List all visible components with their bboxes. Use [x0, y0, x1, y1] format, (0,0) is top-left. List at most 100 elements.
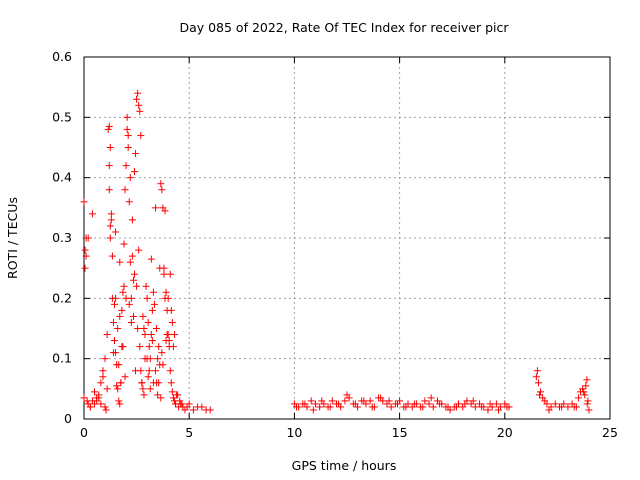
- data-point: [206, 406, 214, 414]
- data-point: [163, 331, 171, 339]
- data-point: [116, 400, 124, 408]
- data-point: [114, 325, 122, 332]
- data-point: [533, 367, 541, 375]
- data-point: [157, 180, 165, 188]
- data-point: [545, 406, 553, 414]
- data-point: [132, 150, 140, 158]
- data-point: [161, 207, 169, 215]
- data-point: [138, 379, 146, 387]
- data-point: [492, 400, 500, 408]
- data-point: [123, 113, 131, 121]
- data-point: [107, 216, 115, 224]
- data-point: [444, 403, 452, 411]
- data-point: [80, 394, 88, 402]
- data-point: [452, 403, 460, 411]
- data-point: [139, 312, 147, 320]
- data-point: [471, 403, 479, 411]
- data-point: [111, 337, 119, 345]
- data-point: [154, 355, 162, 363]
- data-point: [168, 388, 176, 396]
- data-point: [103, 331, 111, 339]
- data-point: [129, 276, 137, 284]
- data-point: [167, 306, 175, 314]
- data-point: [570, 403, 578, 411]
- axis-ticks: 0 5 10 15 20 25 0 0.1 0.2 0.3 0.4 0.5 0.6: [52, 49, 618, 440]
- y-axis-label: ROTI / TECUs: [5, 197, 20, 279]
- data-point: [135, 246, 143, 254]
- x-tick-label: 15: [392, 425, 408, 440]
- data-point: [139, 385, 147, 393]
- data-point: [343, 391, 351, 399]
- data-point: [532, 373, 540, 381]
- data-point: [574, 394, 582, 402]
- data-point: [582, 382, 590, 390]
- data-point: [425, 400, 433, 408]
- data-point: [133, 282, 141, 290]
- data-point: [122, 162, 130, 170]
- data-point: [117, 379, 125, 387]
- data-point: [537, 388, 545, 396]
- data-point: [166, 367, 174, 375]
- data-point: [97, 400, 105, 408]
- x-axis-label: GPS time / hours: [292, 458, 397, 473]
- data-point: [129, 312, 137, 320]
- data-point: [360, 397, 368, 405]
- data-point: [108, 252, 116, 260]
- data-point: [149, 288, 157, 296]
- data-point: [125, 300, 133, 308]
- data-point: [174, 391, 182, 399]
- data-point: [160, 264, 168, 272]
- data-point: [155, 379, 163, 387]
- data-point: [169, 343, 177, 351]
- data-point: [143, 294, 151, 302]
- data-point: [368, 403, 376, 411]
- data-point: [584, 397, 592, 405]
- data-point: [106, 144, 114, 151]
- x-tick-label: 20: [497, 425, 513, 440]
- data-point: [185, 400, 193, 408]
- data-point: [135, 101, 143, 109]
- data-point: [134, 89, 142, 97]
- data-point: [145, 343, 153, 351]
- data-point: [170, 331, 178, 339]
- data-point: [301, 400, 309, 408]
- data-point: [105, 162, 113, 170]
- data-point: [154, 391, 162, 399]
- data-point: [585, 406, 593, 414]
- data-point: [318, 397, 326, 405]
- data-point: [106, 234, 114, 242]
- data-point: [148, 306, 156, 314]
- x-tick-label: 25: [602, 425, 618, 440]
- data-point: [127, 318, 135, 326]
- data-point: [366, 397, 374, 405]
- grid: [84, 57, 610, 419]
- data-point: [461, 400, 469, 408]
- data-point: [159, 361, 167, 369]
- data-point: [152, 204, 160, 212]
- data-point: [82, 252, 90, 260]
- data-point: [144, 373, 152, 381]
- data-point: [429, 403, 437, 411]
- data-point: [123, 125, 131, 133]
- data-point: [130, 168, 138, 176]
- data-point: [95, 394, 103, 402]
- data-point: [114, 385, 122, 393]
- data-point: [141, 355, 149, 363]
- data-point: [141, 331, 149, 339]
- data-point: [103, 385, 111, 393]
- data-point: [126, 258, 134, 266]
- data-point: [469, 397, 477, 405]
- data-point: [112, 228, 120, 236]
- data-point: [99, 367, 107, 375]
- data-point: [128, 216, 136, 224]
- data-point: [121, 373, 129, 381]
- data-point: [543, 400, 551, 408]
- data-point: [419, 403, 427, 411]
- data-point: [145, 367, 153, 375]
- data-point: [421, 397, 429, 405]
- data-point: [534, 379, 542, 387]
- y-tick-label: 0.1: [52, 351, 72, 366]
- data-point: [178, 400, 186, 408]
- data-point: [148, 337, 156, 345]
